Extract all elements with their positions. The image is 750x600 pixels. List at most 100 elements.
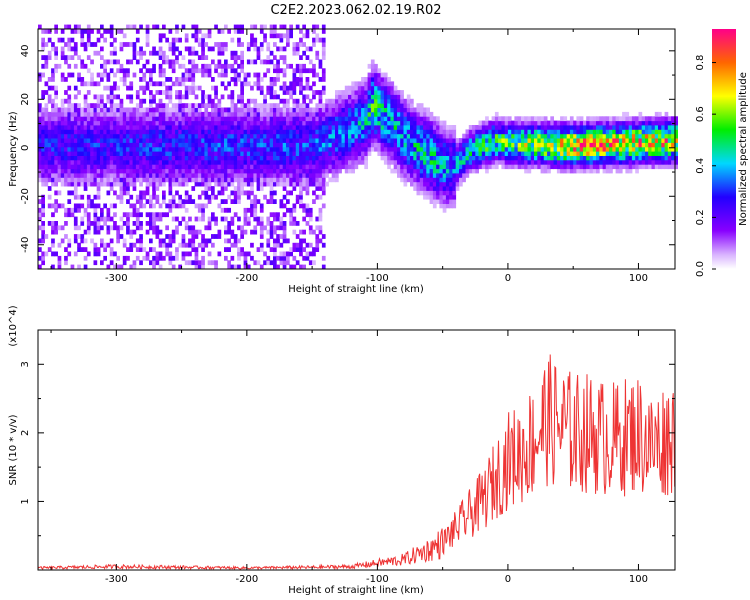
spectrogram-cell [188, 225, 192, 231]
spectrogram-cell [90, 59, 94, 65]
spectrogram-cell [100, 63, 104, 69]
spectrogram-cell [152, 120, 156, 126]
spectrogram-cell [266, 177, 271, 183]
spectrogram-cell [566, 125, 571, 130]
spectrogram-cell [259, 107, 264, 113]
spectrogram-cell [47, 146, 52, 152]
spectrogram-cell [344, 164, 349, 170]
spectrogram-cell [165, 251, 169, 257]
spectrogram-cell [543, 138, 548, 143]
spectrogram-cell [354, 120, 359, 126]
spectrogram-cell [478, 125, 483, 130]
spectrogram-cell [224, 133, 228, 139]
spectrogram-cell [135, 29, 140, 34]
spectrogram-cell [181, 103, 186, 108]
spectrogram-cell [129, 229, 134, 235]
spectrogram-cell [73, 177, 78, 183]
spectrogram-cell [230, 37, 235, 43]
spectrogram-cell [230, 242, 235, 248]
spectrogram-cell [299, 72, 303, 78]
spectrogram-cell [494, 111, 499, 117]
spectrogram-cell [517, 125, 522, 130]
spectrogram-cell [96, 194, 101, 200]
spectrogram-cell [70, 212, 75, 218]
spectrogram-cell [191, 155, 196, 161]
spectrogram-cell [537, 120, 541, 126]
spectrogram-cell [599, 159, 603, 165]
spectrogram-cell [158, 50, 163, 56]
spectrogram-cell [583, 168, 587, 174]
spectrogram-cell [273, 247, 277, 252]
spectrogram-cell [459, 138, 463, 143]
spectrogram-cell [335, 155, 339, 161]
spectrogram-cell [521, 133, 525, 139]
spectrogram-cell [445, 151, 450, 156]
spectrogram-cell [204, 159, 209, 165]
spectrogram-cell [194, 138, 199, 143]
spectrogram-cell [305, 77, 310, 82]
spectrogram-cell [129, 138, 134, 143]
spectrogram-cell [129, 264, 134, 270]
spectrogram-cell [237, 216, 241, 222]
spectrogram-cell [54, 146, 58, 152]
spectrogram-cell [321, 138, 326, 143]
spectrogram-cell [282, 24, 287, 30]
spectrogram-cell [341, 151, 346, 156]
spectrogram-cell [175, 77, 179, 82]
spectrogram-cell [135, 111, 140, 117]
spectrogram-cell [485, 155, 489, 161]
spectrogram-cell [530, 159, 535, 165]
spectrogram-cell [100, 216, 104, 222]
spectrogram-cell [194, 203, 199, 209]
spectrogram-cell [60, 116, 65, 122]
spectrogram-cell [348, 125, 352, 130]
spectrogram-cell [214, 120, 218, 126]
spectrogram-cell [645, 146, 649, 152]
spectrogram-cell [253, 133, 258, 139]
spectrogram-cell [266, 125, 271, 130]
spectrogram-cell [279, 138, 284, 143]
spectrogram-cell [315, 159, 320, 165]
spectrogram-cell [41, 229, 45, 235]
spectrogram-cell [527, 120, 532, 126]
spectrogram-cell [403, 151, 408, 156]
spectrogram-cell [286, 260, 290, 266]
spectrogram-cell [44, 173, 49, 178]
spectrogram-cell [380, 155, 385, 161]
spectrogram-cell [315, 129, 320, 135]
spectrogram-cell [318, 98, 323, 104]
spectrogram-cell [250, 212, 254, 218]
spectrogram-cell [390, 159, 395, 165]
spectrogram-cell [171, 133, 176, 139]
spectrogram-cell [106, 125, 111, 130]
spectrogram-cell [494, 129, 499, 135]
spectrogram-cell [119, 234, 124, 239]
spectrogram-cell [338, 164, 342, 170]
spectrogram-cell [139, 103, 143, 108]
spectrogram-cell [654, 133, 659, 139]
spectrogram-cell [109, 90, 114, 95]
spectrogram-cell [413, 186, 417, 191]
spectrogram-cell [625, 142, 630, 148]
spectrogram-cell [344, 146, 349, 152]
spectrogram-cell [485, 164, 489, 170]
spectrogram-cell [54, 120, 58, 126]
spectrogram-cell [357, 85, 362, 91]
spectrogram-cell [204, 133, 209, 139]
spectrogram-cell [194, 94, 199, 100]
spectrogram-cell [282, 138, 287, 143]
spectrogram-cell [253, 111, 258, 117]
spectrogram-cell [181, 107, 186, 113]
spectrogram-cell [338, 142, 342, 148]
spectrogram-cell [122, 142, 127, 148]
spectrogram-cell [175, 81, 179, 87]
spectrogram-cell [201, 151, 205, 156]
spectrogram-cell [410, 116, 414, 122]
spectrogram-cell [41, 63, 45, 69]
spectrogram-cell [517, 142, 522, 148]
spectrogram-cell [250, 181, 254, 187]
spectrogram-cell [204, 146, 209, 152]
spectrogram-cell [253, 260, 258, 266]
spectrogram-cell [188, 168, 192, 174]
spectrogram-cell [432, 125, 437, 130]
